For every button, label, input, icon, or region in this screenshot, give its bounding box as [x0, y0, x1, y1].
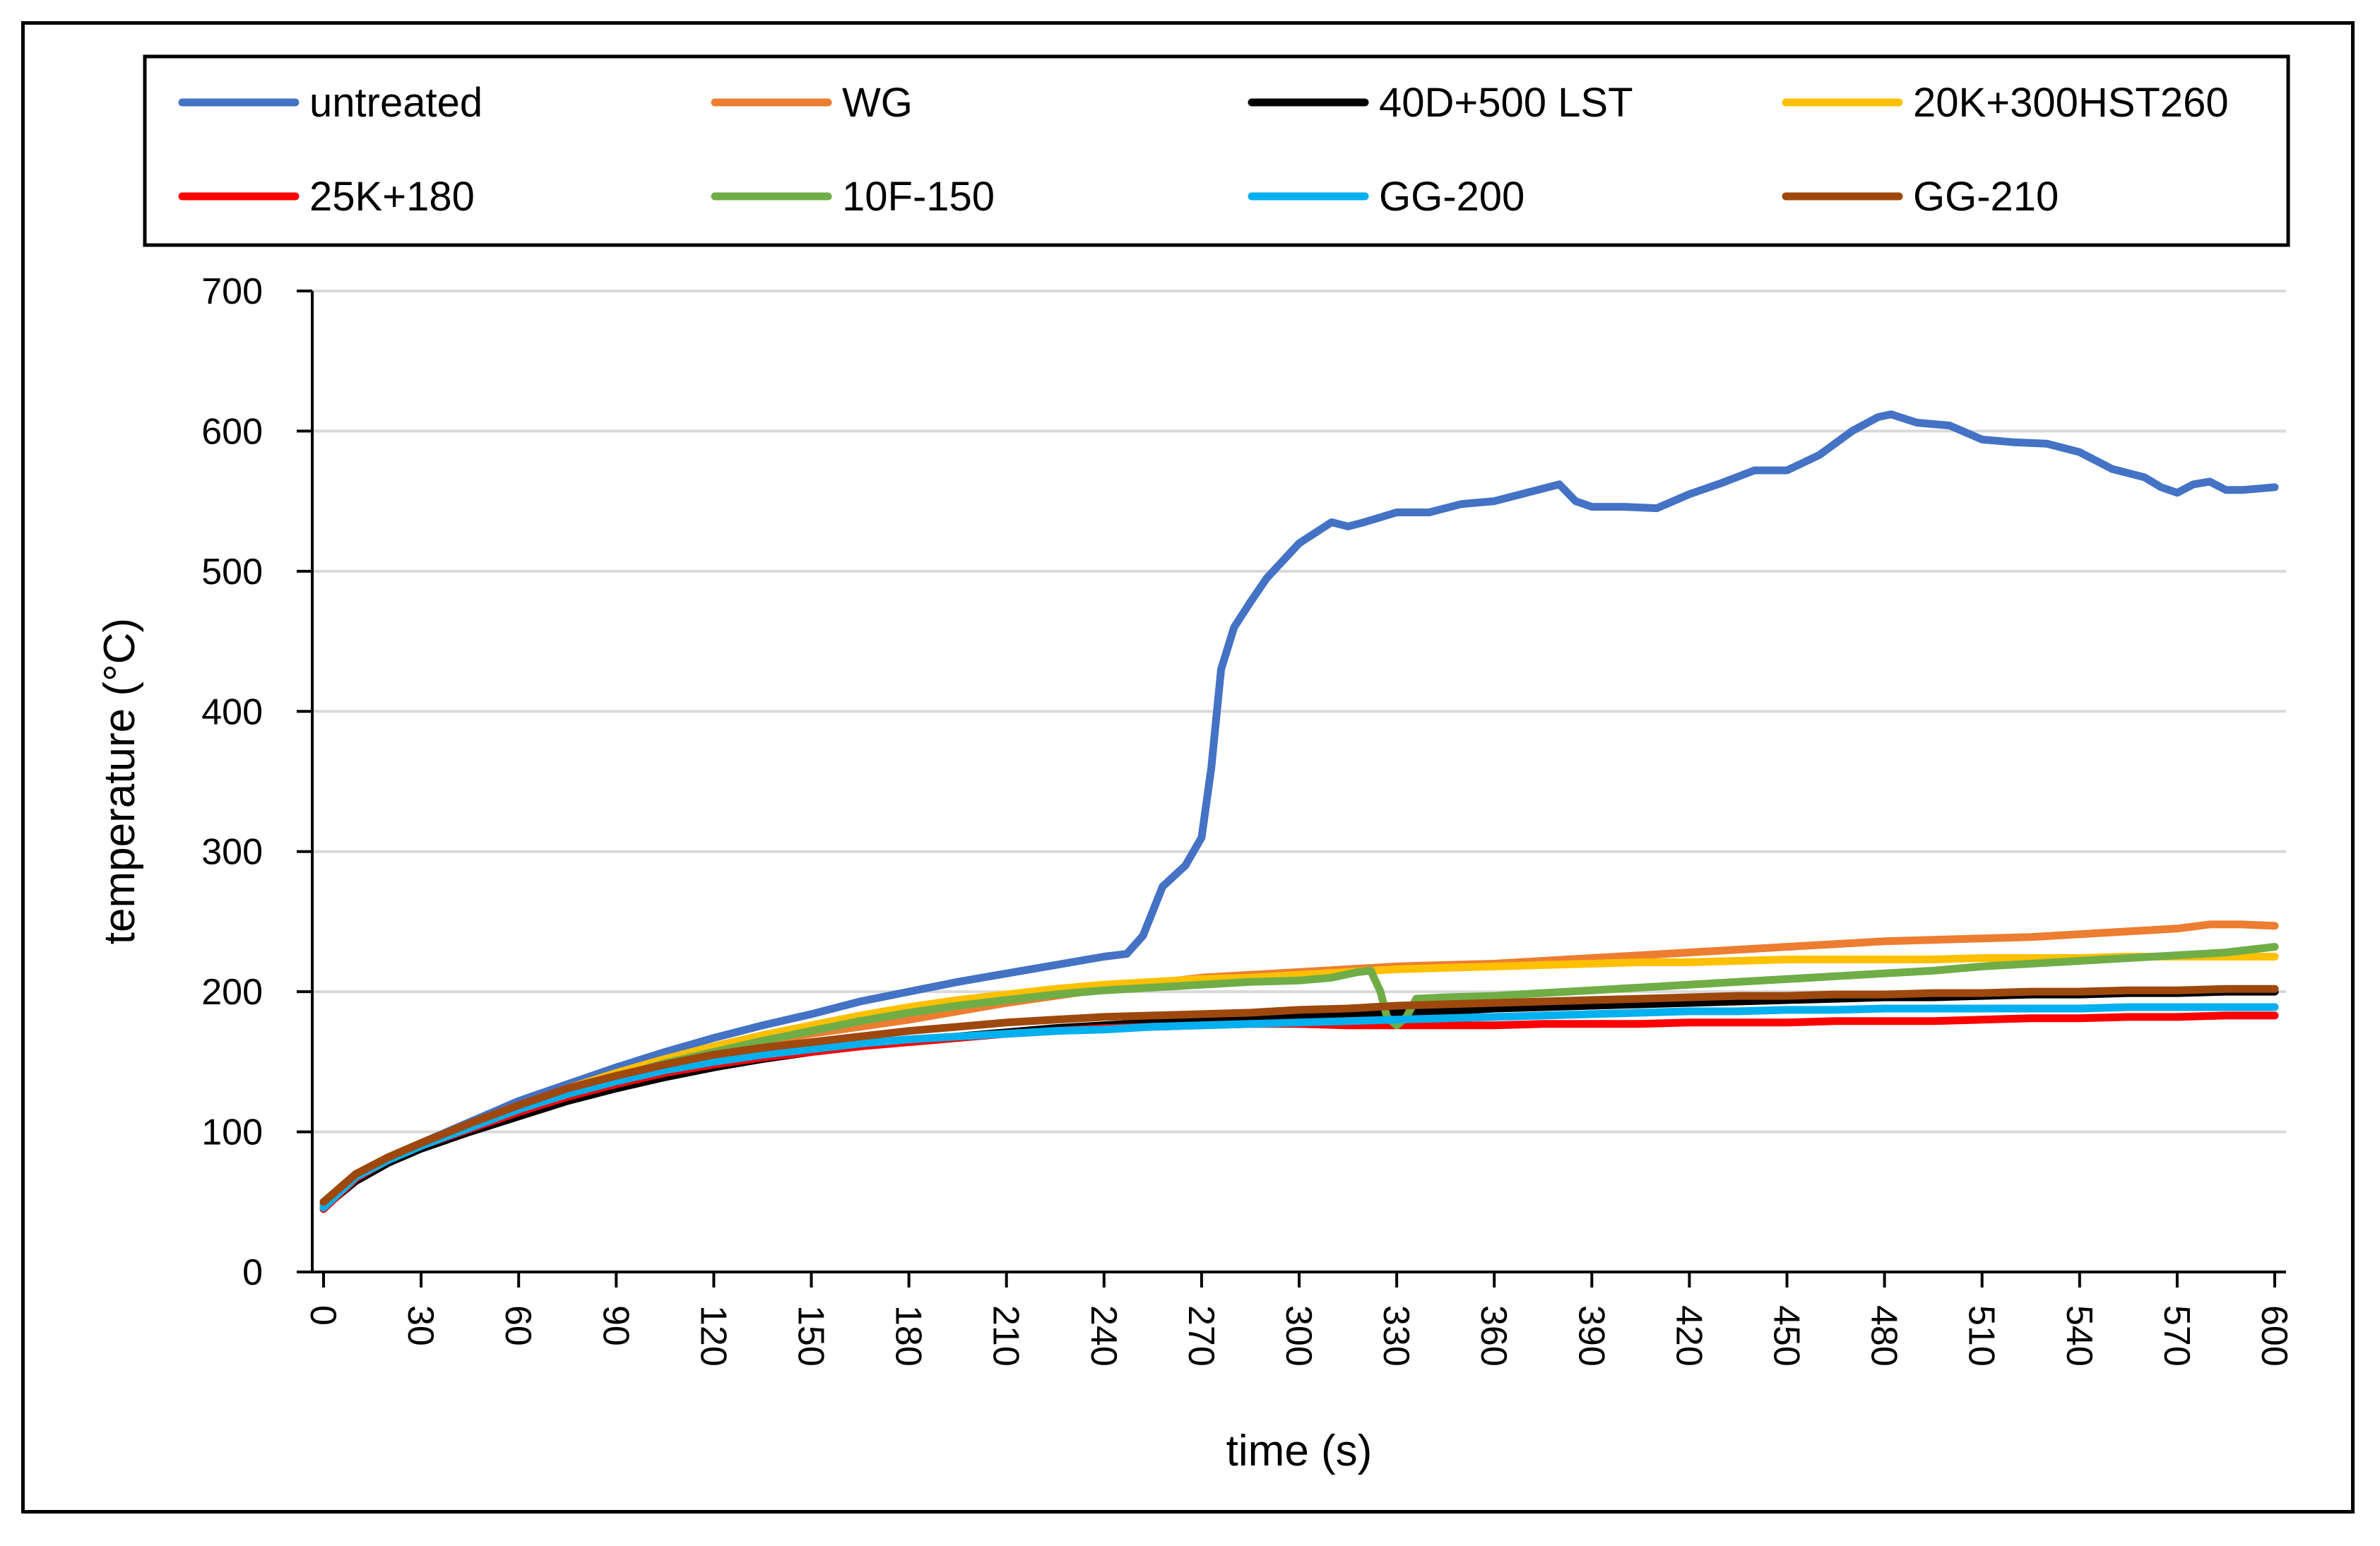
- series-line-25k-180: [319, 1011, 2279, 1213]
- legend: untreated WG 40D+500 LST 20K+300HST260 25K+1…: [178, 80, 2229, 220]
- x-tick-label: 450: [1766, 1305, 1807, 1367]
- legend-label: GG-200: [1379, 174, 1524, 220]
- y-tick-label: 500: [201, 552, 263, 593]
- y-axis-label: temperature (°C): [95, 618, 144, 944]
- y-tick-label: 700: [201, 271, 263, 312]
- x-tick-label: 270: [1180, 1305, 1221, 1367]
- series-line-40d-500-lst: [319, 987, 2279, 1212]
- x-tick-label: 150: [791, 1305, 831, 1367]
- legend-label: 20K+300HST260: [1913, 80, 2229, 126]
- x-tick-label: 510: [1961, 1305, 2002, 1367]
- y-tick-label: 100: [201, 1112, 263, 1153]
- y-tick-label: 600: [201, 411, 263, 452]
- x-tick-label: 360: [1473, 1305, 1514, 1367]
- x-tick-label: 90: [595, 1305, 636, 1346]
- series-line-untreated: [319, 410, 2279, 1213]
- legend-box: [143, 54, 2290, 247]
- figure-border: [21, 21, 2355, 1514]
- x-tick-label: 600: [2254, 1305, 2295, 1367]
- x-tick-label: 180: [888, 1305, 929, 1367]
- y-ticks: 0 100 200 300 400 500 600 700: [201, 271, 312, 1293]
- x-axis-label: time (s): [1226, 1427, 1373, 1475]
- series-line-gg-210: [319, 985, 2279, 1206]
- x-tick-label: 60: [497, 1305, 538, 1346]
- y-tick-label: 200: [201, 972, 263, 1013]
- legend-label: 25K+180: [309, 174, 475, 220]
- y-tick-label: 0: [242, 1252, 263, 1293]
- legend-label: 10F-150: [842, 174, 995, 220]
- x-tick-label: 300: [1278, 1305, 1319, 1367]
- x-tick-label: 120: [692, 1305, 733, 1367]
- legend-label: WG: [842, 80, 913, 126]
- x-tick-label: 210: [985, 1305, 1026, 1367]
- x-tick-label: 480: [1864, 1305, 1905, 1367]
- x-ticks: 0 30 60 90 120 150 180 210 240 270 300 330 360 390 420…: [302, 1272, 2295, 1367]
- legend-label: GG-210: [1913, 174, 2059, 220]
- x-tick-label: 0: [302, 1305, 343, 1326]
- x-tick-label: 330: [1375, 1305, 1416, 1367]
- x-tick-label: 240: [1083, 1305, 1124, 1367]
- legend-label: untreated: [309, 80, 482, 126]
- y-tick-label: 300: [201, 832, 263, 873]
- x-tick-label: 420: [1668, 1305, 1709, 1367]
- series-group: [319, 410, 2279, 1213]
- x-tick-label: 30: [400, 1305, 441, 1346]
- series-line-gg-200: [319, 1003, 2279, 1212]
- x-tick-label: 540: [2059, 1305, 2100, 1367]
- x-tick-label: 570: [2156, 1305, 2197, 1367]
- y-tick-label: 400: [201, 691, 263, 732]
- legend-label: 40D+500 LST: [1379, 80, 1633, 126]
- x-tick-label: 390: [1570, 1305, 1611, 1367]
